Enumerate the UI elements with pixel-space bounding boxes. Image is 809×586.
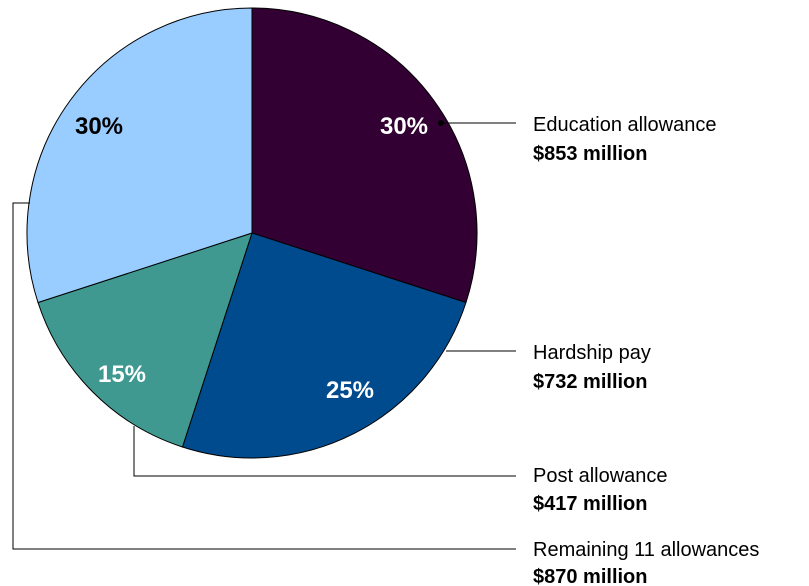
percent-labels: 30% 25% 15% 30% — [75, 113, 428, 404]
leader-lines — [12, 120, 516, 550]
pie-slice-hardship — [181, 232, 467, 459]
legend-amount-post: $417 million — [533, 493, 648, 515]
legend-amount-hardship: $732 million — [533, 371, 648, 393]
pie-slice-education — [251, 7, 478, 304]
percent-label-education: 30% — [380, 113, 428, 140]
pie-slice-remaining — [26, 7, 253, 304]
legend-name-post: Post allowance — [533, 465, 668, 487]
leader-line-post — [133, 426, 516, 477]
percent-label-post: 15% — [98, 361, 146, 388]
leader-marker-education — [438, 120, 444, 126]
legend-amount-education: $853 million — [533, 143, 648, 165]
legend-amount-remaining: $870 million — [533, 566, 648, 586]
legend-name-hardship: Hardship pay — [533, 342, 651, 364]
legend-name-education: Education allowance — [533, 114, 716, 136]
legend-name-remaining: Remaining 11 allowances — [533, 539, 759, 561]
legend: Education allowance $853 million Hardshi… — [533, 114, 759, 586]
percent-label-remaining: 30% — [75, 113, 123, 140]
pie-slices — [26, 7, 478, 459]
leader-line-remaining — [12, 202, 516, 550]
pie-slice-post — [37, 232, 253, 448]
percent-label-hardship: 25% — [326, 377, 374, 404]
